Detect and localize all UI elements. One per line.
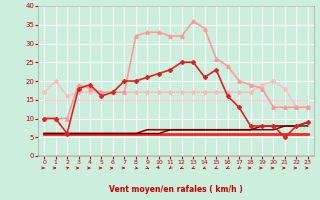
X-axis label: Vent moyen/en rafales ( km/h ): Vent moyen/en rafales ( km/h ) — [109, 185, 243, 194]
